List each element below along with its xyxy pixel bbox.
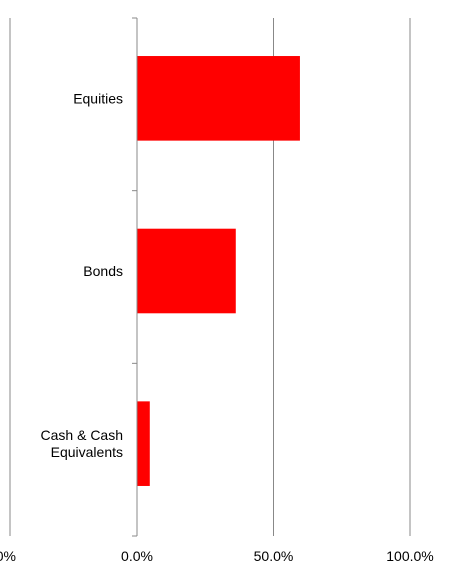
left-panel-tick-label: 0.0% bbox=[0, 548, 16, 564]
x-tick-label: 100.0% bbox=[386, 548, 433, 564]
bar bbox=[137, 56, 300, 141]
category-label: Cash & Cash Equivalents bbox=[41, 427, 123, 460]
category-label-line: Bonds bbox=[83, 263, 123, 279]
bar bbox=[137, 228, 236, 314]
bar bbox=[137, 401, 150, 486]
category-label-line: Equities bbox=[73, 90, 123, 106]
category-label: Bonds bbox=[83, 263, 123, 279]
category-label-line: Equivalents bbox=[51, 444, 123, 460]
category-label: Equities bbox=[73, 90, 123, 106]
category-label-line: Cash & Cash bbox=[41, 427, 123, 443]
x-tick-label: 0.0% bbox=[121, 548, 153, 564]
x-tick-label: 50.0% bbox=[254, 548, 294, 564]
